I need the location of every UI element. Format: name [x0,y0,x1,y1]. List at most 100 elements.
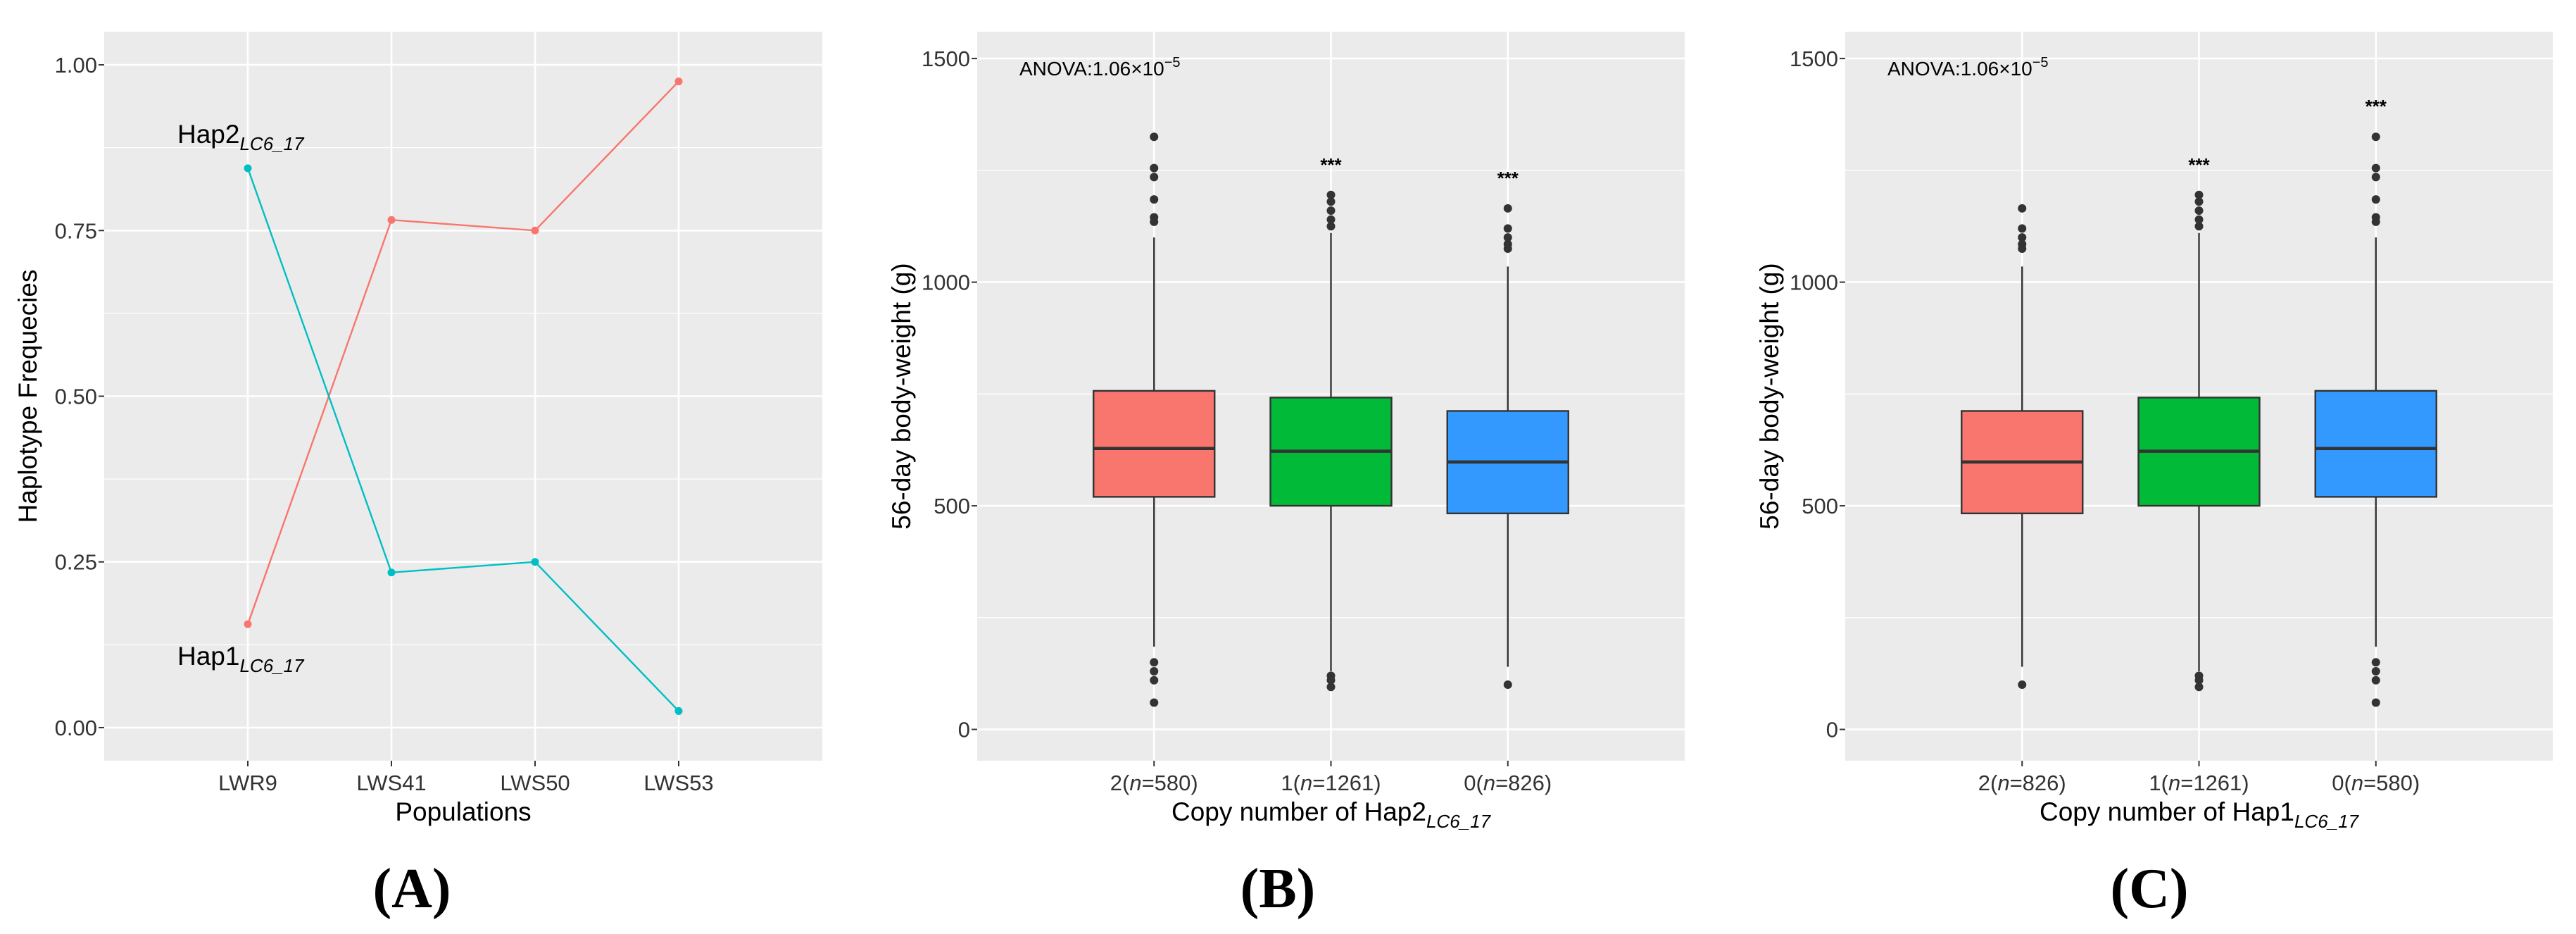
significance-label: *** [2188,154,2210,175]
anova-annotation: ANOVA:1.06×10−5 [1887,55,2049,80]
tick-n: n [2168,771,2180,795]
outlier-point [2018,244,2027,253]
significance-label: *** [1320,154,1342,175]
significance-label: *** [1497,168,1519,189]
anova-exponent: −5 [1164,55,1181,70]
y-tick-label: 0.50 [55,385,97,409]
y-tick-label: 0.25 [55,550,97,575]
x-tick-label: 2(n=826) [1978,771,2066,795]
outlier-point [1150,195,1159,204]
y-tick-label: 1.00 [55,53,97,77]
annotation-label: Hap1LC6_17 [177,642,305,676]
outlier-point [2194,197,2204,206]
annotation-subscript: LC6_17 [239,655,305,676]
y-tick-label: 0.75 [55,218,97,243]
y-axis-title: 56-day body-weight (g) [887,263,916,529]
outlier-point [1503,680,1512,690]
box [1093,390,1216,498]
data-point [387,216,396,224]
outlier-point [1150,667,1159,676]
data-point [244,164,252,173]
anova-text: ANOVA:1.06×10 [1019,58,1164,80]
outlier-point [1150,217,1159,226]
y-tick-label: 1000 [922,270,970,295]
series-line-hap1 [246,80,679,625]
tick-n: n [1129,771,1141,795]
x-axis-title: Populations [395,797,531,826]
y-tick-label: 1500 [922,46,970,71]
outlier-point [1326,197,1336,206]
x-axis-title: Copy number of Hap1LC6_17 [2040,797,2360,832]
outlier-point [2371,667,2380,676]
outlier-point [2371,132,2380,142]
outlier-point [1150,132,1159,142]
data-point [674,77,683,86]
outlier-point [1150,173,1159,182]
x-axis-title-main: Copy number of Hap2 [1171,797,1426,826]
y-tick-label: 500 [934,494,970,518]
outlier-point [1150,658,1159,667]
tick-suffix: =1261) [2180,771,2249,795]
y-tick-label: 1500 [1790,46,1838,71]
outlier-point [1503,233,1512,242]
outlier-point [2371,173,2380,182]
outlier-point [2194,222,2204,231]
x-tick-label: 2(n=580) [1110,771,1198,795]
tick-prefix: 2( [1110,771,1130,795]
tick-suffix: =580) [1142,771,1198,795]
annotation-label: Hap2LC6_17 [177,120,305,154]
tick-n: n [1483,771,1495,795]
tick-prefix: 1( [1281,771,1300,795]
tick-prefix: 0( [2332,771,2351,795]
tick-prefix: 1( [2149,771,2168,795]
series-line-hap2 [246,168,679,712]
outlier-point [2018,680,2027,690]
x-tick-label: 0(n=826) [1464,771,1552,795]
outlier-point [1326,206,1336,215]
outlier-point [1503,204,1512,213]
panel-label: (A) [372,858,451,920]
x-tick-label: LWS53 [643,771,713,795]
data-point [531,226,539,235]
data-point [531,558,539,566]
y-tick-label: 0 [958,718,970,742]
outlier-point [2194,206,2204,215]
tick-suffix: =826) [2010,771,2066,795]
outlier-point [2194,675,2204,685]
panel-label: (B) [1240,858,1316,920]
tick-prefix: 0( [1464,771,1483,795]
x-tick-label: 1(n=1261) [2149,771,2249,795]
outlier-point [2018,233,2027,242]
anova-exponent: −5 [2032,55,2049,70]
tick-suffix: =826) [1495,771,1552,795]
x-axis-title-subscript: LC6_17 [1426,811,1492,832]
outlier-point [2018,204,2027,213]
outlier-point [2018,224,2027,233]
outlier-point [1150,163,1159,173]
outlier-point [1326,190,1336,199]
x-axis-title-main: Copy number of Hap1 [2040,797,2294,826]
x-tick-label: 0(n=580) [2332,771,2420,795]
data-point [387,568,396,577]
tick-suffix: =580) [2363,771,2420,795]
outlier-point [1150,675,1159,685]
annotation-main: Hap1 [177,642,239,671]
outlier-point [2371,195,2380,204]
y-axis-title: 56-day body-weight (g) [1755,263,1784,529]
outlier-point [2371,658,2380,667]
y-tick-label: 500 [1802,494,1838,518]
anova-annotation: ANOVA:1.06×10−5 [1019,55,1181,80]
y-tick-label: 0.00 [55,716,97,740]
box [2314,390,2437,498]
anova-text: ANOVA:1.06×10 [1887,58,2032,80]
x-axis-title-subscript: LC6_17 [2294,811,2360,832]
data-point [244,620,252,628]
panel-label: (C) [2110,858,2188,920]
outlier-point [1503,244,1512,253]
significance-label: *** [2365,96,2387,117]
x-axis-title: Copy number of Hap2LC6_17 [1171,797,1492,832]
tick-n: n [2351,771,2363,795]
x-tick-label: 1(n=1261) [1281,771,1381,795]
